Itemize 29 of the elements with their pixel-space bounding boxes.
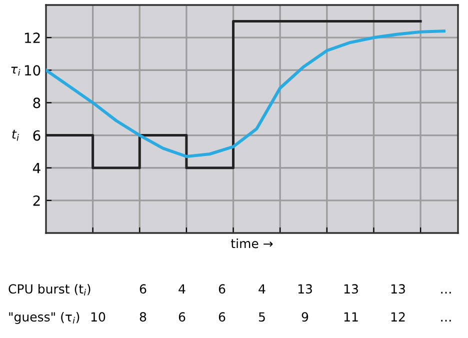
text: 12	[391, 312, 405, 322]
text: 6	[218, 312, 226, 322]
text: "guess" (τ$_{i}$)	[9, 312, 80, 324]
y-tick-label: 10	[24, 65, 40, 76]
text: 8	[140, 312, 146, 322]
text: 9	[302, 312, 308, 322]
y-tick-label: 12	[24, 32, 40, 43]
y-tick-label: 8	[33, 98, 40, 108]
text: τ$_{i}$	[11, 66, 20, 76]
text: 6	[178, 312, 186, 322]
y-tick-label: 2	[33, 195, 40, 206]
text: …	[441, 292, 451, 294]
text: 13	[298, 284, 312, 294]
text: CPU burst (t$_{i}$)	[8, 284, 90, 296]
x-axis-title: time →	[230, 238, 273, 248]
text: 10	[91, 312, 106, 322]
text: t$_{i}$	[12, 130, 19, 141]
text: 13	[391, 284, 405, 294]
text: 4	[178, 284, 186, 294]
text: …	[441, 320, 451, 322]
text: 6	[140, 284, 146, 294]
text: 11	[344, 312, 358, 322]
line-series	[46, 30, 446, 158]
text: 5	[258, 312, 265, 322]
text: 13	[344, 284, 358, 294]
y-tick-label: 4	[32, 163, 40, 174]
text: 6	[218, 284, 226, 294]
y-tick-label: 6	[33, 130, 40, 141]
text: 4	[258, 284, 266, 294]
